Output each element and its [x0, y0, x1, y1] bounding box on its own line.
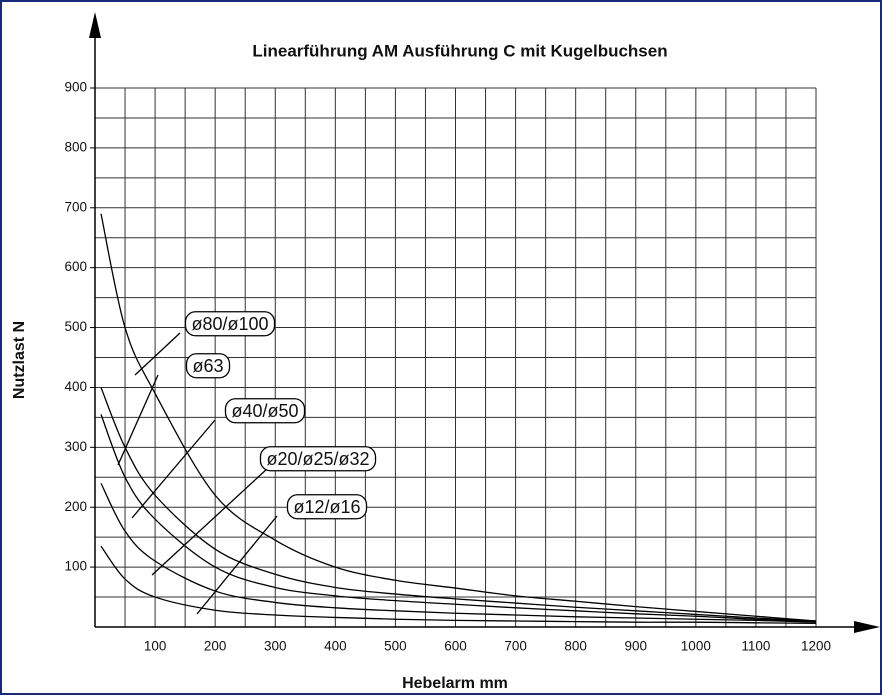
leader-line: [134, 332, 181, 376]
y-tick-label: 500: [64, 319, 87, 334]
leader-line: [117, 374, 159, 466]
legend-box: [286, 494, 368, 520]
legend-label: ø40/ø50: [231, 401, 298, 421]
chart-title: Linearführung AM Ausführung C mit Kugelb…: [252, 41, 667, 60]
y-tick-label: 900: [64, 80, 87, 95]
x-tick-label: 1100: [741, 639, 770, 654]
y-axis-label: Nutzlast N: [11, 321, 28, 399]
y-tick-label: 800: [64, 139, 87, 154]
x-tick-label: 800: [564, 639, 587, 654]
legend-label: ø12/ø16: [293, 497, 360, 517]
y-tick-label: 700: [64, 199, 87, 214]
legend-box: [224, 398, 306, 424]
y-tick-label: 100: [64, 559, 87, 574]
leader-line: [131, 419, 216, 519]
x-tick-label: 400: [324, 639, 347, 654]
plot: 100 200 300 400 500 600 700 800 900 100 200 300 400 5…: [64, 80, 831, 654]
y-axis-arrow: [89, 12, 101, 38]
curve: [100, 545, 817, 625]
leader-line: [151, 467, 269, 576]
legend-box: [185, 353, 231, 379]
curve: [100, 414, 817, 622]
x-tick-label: 300: [264, 639, 287, 654]
x-tick-label: 500: [384, 639, 407, 654]
x-axis-label: Hebelarm mm: [402, 675, 508, 692]
y-tick-label: 600: [64, 259, 87, 274]
legend-label: ø63: [192, 356, 223, 376]
x-tick-label: 1200: [801, 639, 831, 654]
x-tick-label: 100: [144, 639, 167, 654]
leader-line: [196, 515, 278, 615]
legend-box: [184, 311, 276, 337]
legend-label: ø80/ø100: [191, 314, 268, 334]
x-axis-arrow: [854, 621, 880, 633]
x-tick-label: 700: [504, 639, 527, 654]
curve: [100, 387, 817, 622]
curve: [100, 213, 817, 622]
curve: [100, 482, 817, 623]
y-tick-label: 200: [64, 499, 87, 514]
x-tick-label: 600: [444, 639, 467, 654]
y-tick-label: 400: [64, 379, 87, 394]
legend-box: [259, 446, 377, 472]
x-tick-label: 200: [204, 639, 227, 654]
x-tick-label: 1000: [681, 639, 711, 654]
x-tick-label: 900: [624, 639, 647, 654]
y-tick-label: 300: [64, 439, 87, 454]
legend-label: ø20/ø25/ø32: [266, 449, 369, 469]
